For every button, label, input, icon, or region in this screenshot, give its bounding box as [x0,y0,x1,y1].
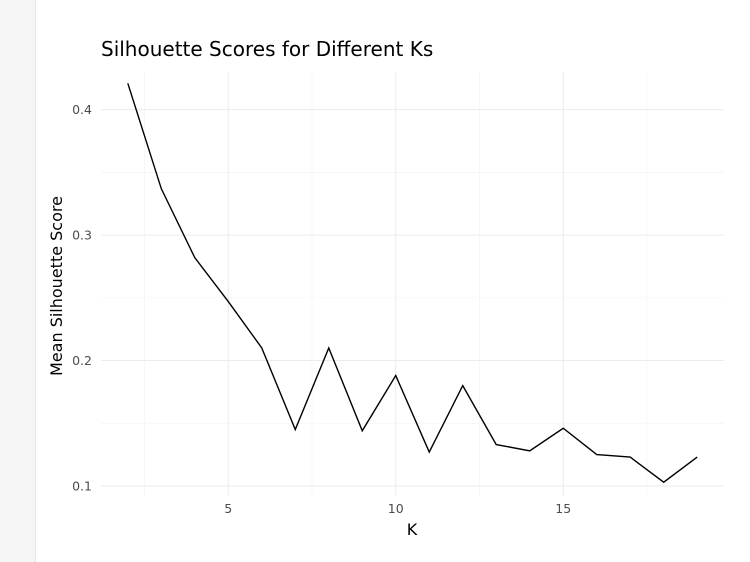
data-points [126,81,699,484]
left-panel-edge [0,0,36,562]
y-tick-label: 0.3 [72,228,92,243]
x-tick-label: 15 [555,501,571,516]
y-axis-ticks: 0.1 0.2 0.3 0.4 [72,102,92,493]
x-axis-label: K [407,520,418,539]
y-tick-label: 0.2 [72,353,92,368]
x-axis-ticks: 5 10 15 [224,501,571,516]
series-line [127,83,698,484]
x-tick-label: 10 [388,501,404,516]
y-tick-label: 0.4 [72,102,92,117]
grid [101,72,724,496]
chart-title: Silhouette Scores for Different Ks [101,37,433,61]
y-tick-label: 0.1 [72,478,92,493]
y-axis-label: Mean Silhouette Score [47,196,66,376]
x-tick-label: 5 [224,501,232,516]
